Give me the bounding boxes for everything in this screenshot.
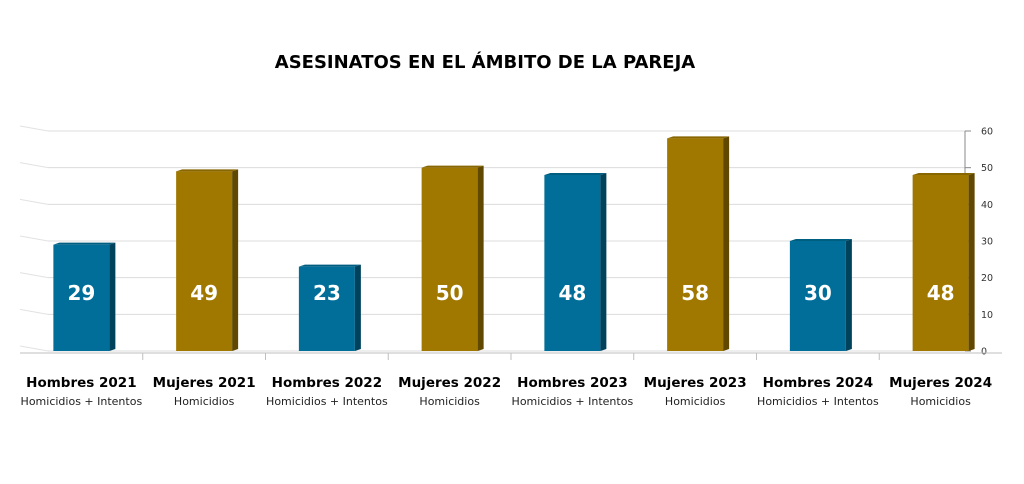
bar	[789, 241, 846, 351]
bar-top	[53, 242, 116, 245]
data-label: 48	[927, 281, 955, 305]
category-label: Mujeres 2023	[644, 375, 747, 391]
category-label: Hombres 2022	[272, 375, 382, 391]
category-sublabel: Homicidios	[910, 395, 971, 408]
category-sublabel: Homicidios	[665, 395, 726, 408]
category-sublabel: Homicidios + Intentos	[757, 395, 879, 408]
bar	[298, 266, 355, 351]
category-label: Mujeres 2022	[398, 375, 501, 391]
data-label: 23	[313, 281, 341, 305]
axes: 0 10 20 30 40 50 60	[20, 127, 1002, 360]
bar-top	[176, 169, 239, 172]
data-label: 29	[67, 281, 95, 305]
bar-top	[421, 165, 484, 168]
gridline-perspective	[19, 308, 49, 315]
y-tick-label: 50	[981, 163, 993, 174]
category-label: Mujeres 2024	[889, 375, 992, 391]
y-tick-label: 20	[981, 273, 993, 284]
data-label: 50	[436, 281, 464, 305]
bar-side	[845, 239, 852, 351]
bar-top	[544, 173, 607, 175]
category-sublabel: Homicidios + Intentos	[512, 395, 634, 408]
category-sublabel: Homicidios	[419, 395, 480, 408]
gridline-perspective	[19, 198, 49, 205]
bars	[53, 136, 975, 351]
data-label: 30	[804, 281, 832, 305]
bar-side	[477, 165, 484, 351]
bar-top	[912, 173, 975, 175]
data-label: 48	[558, 281, 586, 305]
category-sublabel: Homicidios	[174, 395, 235, 408]
labels: 29 Hombres 2021 Homicidios + Intentos 49 Muj…	[21, 281, 993, 408]
bar-side	[232, 169, 239, 351]
bar-side	[600, 173, 607, 351]
bar	[53, 244, 110, 351]
data-label: 58	[681, 281, 709, 305]
chart-title: ASESINATOS EN EL ÁMBITO DE LA PAREJA	[274, 52, 696, 73]
bar	[544, 175, 601, 351]
y-tick-label: 60	[981, 127, 993, 138]
bar-side	[354, 264, 361, 351]
bar	[912, 175, 969, 351]
gridline-perspective	[19, 345, 49, 352]
bar-side	[109, 242, 116, 351]
bar-side	[968, 173, 975, 351]
y-tick-label: 0	[981, 347, 987, 358]
bar-top	[298, 264, 361, 267]
category-label: Hombres 2021	[26, 375, 136, 391]
category-label: Hombres 2024	[763, 375, 873, 391]
category-sublabel: Homicidios + Intentos	[21, 395, 143, 408]
bar	[421, 167, 478, 351]
category-label: Mujeres 2021	[153, 375, 256, 391]
category-label: Hombres 2023	[517, 375, 627, 391]
bar	[176, 171, 233, 351]
gridline-perspective	[19, 272, 49, 279]
gridline-perspective	[19, 235, 49, 242]
bar	[667, 138, 724, 351]
bar-top	[789, 239, 852, 241]
gridline-perspective	[19, 125, 49, 132]
data-label: 49	[190, 281, 218, 305]
bar-side	[723, 136, 730, 351]
y-tick-label: 10	[981, 310, 993, 321]
bar-top	[667, 136, 730, 139]
category-sublabel: Homicidios + Intentos	[266, 395, 388, 408]
y-tick-label: 40	[981, 200, 993, 211]
y-tick-label: 30	[981, 237, 993, 248]
gridline-perspective	[19, 162, 49, 169]
